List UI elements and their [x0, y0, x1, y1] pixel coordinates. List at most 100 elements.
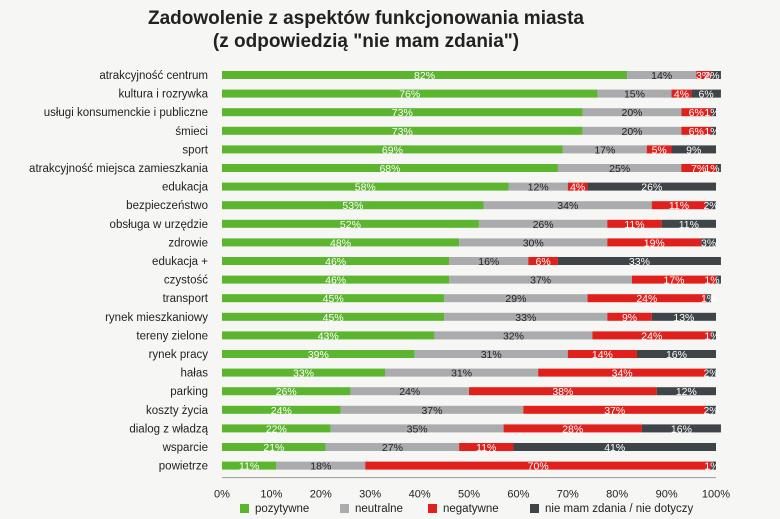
- bar-segment-nie-mam-zdania-nie-dotyczy: [557, 257, 721, 265]
- bar-segment-neutralne: [483, 201, 652, 210]
- bar-segment-pozytywne: [222, 89, 598, 98]
- category-label: hałas: [181, 368, 209, 380]
- data-label: 25%: [609, 163, 630, 175]
- data-label: 24%: [636, 293, 657, 305]
- bar-segment-nie-mam-zdania-nie-dotyczy: [706, 368, 716, 377]
- bar-segment-nie-mam-zdania-nie-dotyczy: [651, 312, 716, 321]
- data-label: 14%: [651, 70, 672, 82]
- category-label: obsługa w urzędzie: [110, 219, 208, 231]
- data-label: 11%: [239, 461, 259, 473]
- data-label: 52%: [340, 219, 361, 231]
- category-label: bezpieczeństwo: [126, 200, 208, 212]
- data-label: 37%: [604, 405, 625, 417]
- bar-segment-negatywne: [681, 108, 712, 117]
- data-label: 18%: [310, 461, 331, 473]
- bar-segment-pozytywne: [222, 219, 479, 228]
- chart-title: Zadowolenie z aspektów funkcjonowania mi…: [148, 8, 584, 29]
- bar-segment-neutralne: [340, 405, 524, 414]
- data-label: 3%: [701, 237, 716, 249]
- bar-segment-negatywne: [607, 238, 702, 247]
- data-label: 4%: [570, 182, 585, 194]
- bar-segment-neutralne: [444, 294, 588, 303]
- x-tick-label: 10%: [260, 489, 282, 501]
- data-label: 1%: [701, 293, 716, 305]
- bar-segment-negatywne: [528, 257, 558, 265]
- bar-segment-pozytywne: [222, 164, 558, 172]
- data-label: 38%: [552, 386, 573, 398]
- data-label: 16%: [666, 349, 687, 361]
- category-label: zdrowie: [168, 237, 208, 249]
- bar-segment-neutralne: [562, 145, 647, 154]
- data-label: 16%: [478, 256, 499, 268]
- bar-segment-nie-mam-zdania-nie-dotyczy: [711, 331, 716, 340]
- data-label: 17%: [664, 275, 685, 287]
- x-tick-label: 50%: [458, 489, 480, 501]
- data-label: 45%: [323, 293, 344, 305]
- bar-segment-neutralne: [350, 387, 469, 396]
- data-label: 15%: [624, 89, 645, 101]
- bar-segment-neutralne: [434, 331, 593, 340]
- bar-segment-negatywne: [632, 275, 716, 284]
- bar-segment-pozytywne: [222, 443, 326, 451]
- data-label: 24%: [271, 405, 292, 417]
- category-label: powietrze: [159, 461, 208, 473]
- legend-swatch: [428, 504, 437, 513]
- data-label: 37%: [421, 405, 442, 417]
- bar-segment-neutralne: [325, 443, 460, 451]
- bar-segment-pozytywne: [222, 108, 583, 117]
- legend-swatch: [530, 504, 539, 513]
- bar-segment-negatywne: [567, 350, 637, 358]
- legend-label: negatywne: [443, 503, 499, 515]
- bar-segment-nie-mam-zdania-nie-dotyczy: [711, 461, 716, 470]
- x-tick-label: 30%: [359, 489, 381, 501]
- data-label: 6%: [536, 256, 551, 268]
- data-label: 68%: [379, 163, 400, 175]
- data-label: 32%: [503, 330, 524, 342]
- category-labels: atrakcyjność centrum kultura i rozrywka us…: [29, 70, 209, 473]
- bar-segment-neutralne: [449, 275, 633, 284]
- category-label: atrakcyjność centrum: [99, 70, 208, 82]
- bar-segment-negatywne: [607, 312, 652, 321]
- data-label: 24%: [641, 330, 662, 342]
- legend-swatch: [340, 504, 349, 513]
- category-label: czystość: [164, 275, 208, 287]
- data-label: 7%: [691, 163, 706, 175]
- bar-segment-nie-mam-zdania-nie-dotyczy: [711, 71, 721, 79]
- data-label: 35%: [407, 423, 428, 435]
- bar-segment-neutralne: [459, 238, 608, 247]
- category-label: rynek pracy: [149, 349, 209, 361]
- bar-segment-negatywne: [696, 71, 712, 79]
- data-label: 1%: [704, 275, 719, 287]
- data-label: 12%: [528, 182, 549, 194]
- category-label: edukacja: [162, 182, 209, 194]
- data-label: 39%: [308, 349, 329, 361]
- bar-segment-pozytywne: [222, 294, 445, 303]
- legend: pozytywne neutralne negatywne nie mam zdani…: [240, 503, 694, 515]
- data-label: 34%: [612, 368, 633, 380]
- x-tick-label: 90%: [656, 489, 678, 501]
- bar-segment-negatywne: [459, 443, 514, 451]
- bar-segment-pozytywne: [222, 257, 450, 265]
- bar-segment-neutralne: [508, 182, 568, 191]
- legend-label: nie mam zdania / nie dotyczy: [545, 503, 694, 515]
- bar-segment-negatywne: [681, 164, 716, 172]
- x-tick-label: 70%: [557, 489, 579, 501]
- data-label: 58%: [355, 182, 376, 194]
- data-label: 73%: [392, 107, 413, 119]
- bar-segment-nie-mam-zdania-nie-dotyczy: [716, 164, 721, 172]
- data-label: 2%: [703, 200, 718, 212]
- legend-swatch: [240, 504, 249, 513]
- category-label: dialog z władzą: [129, 423, 208, 435]
- bar-segment-negatywne: [671, 89, 692, 98]
- data-label: 17%: [594, 144, 615, 156]
- bar-segment-pozytywne: [222, 387, 351, 396]
- x-tick-label: 20%: [310, 489, 332, 501]
- bar-segment-neutralne: [597, 89, 672, 98]
- bar-segment-negatywne: [646, 145, 672, 154]
- data-label: 6%: [689, 107, 704, 119]
- data-label: 29%: [505, 293, 526, 305]
- category-label: wsparcie: [162, 442, 208, 454]
- category-label: atrakcyjność miejsca zamieszkania: [29, 163, 209, 175]
- data-label: 1%: [704, 330, 719, 342]
